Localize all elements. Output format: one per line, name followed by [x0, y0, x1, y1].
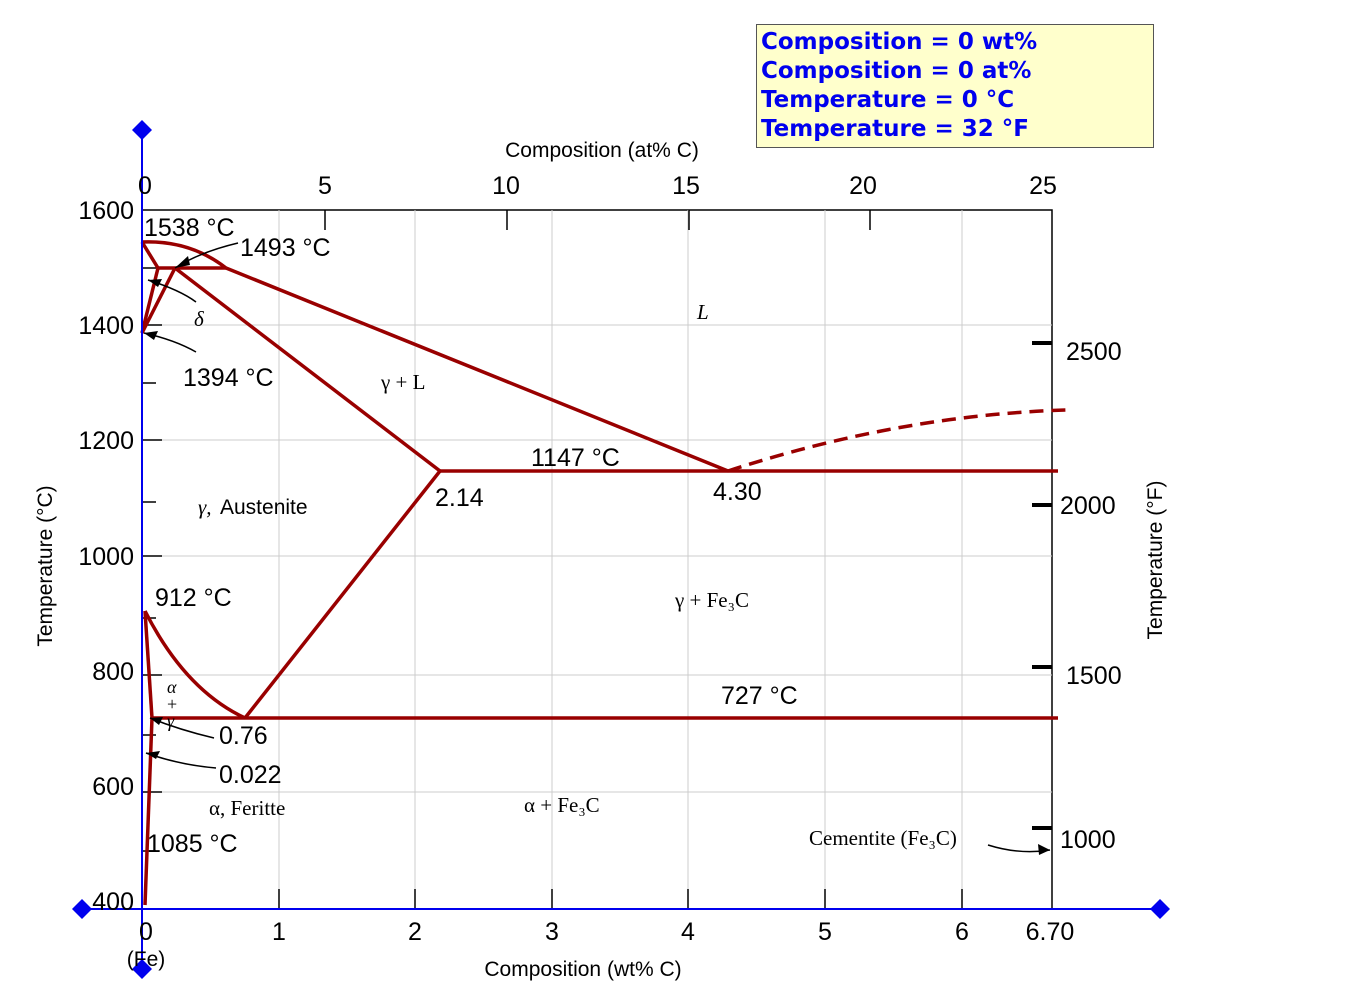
top-tick-labels: 0 5 10 15 20 25 [138, 172, 1057, 200]
tick-label: 3 [545, 918, 559, 946]
readout-temperature-f: Temperature = 32 °F [761, 116, 1029, 142]
region-gamma-liquid: γ + L [380, 370, 425, 394]
label-1538: 1538 °C [144, 214, 235, 242]
tick-label: 1000 [1060, 826, 1116, 854]
cementite-liquidus-dashed [727, 408, 1067, 473]
region-alpha-gamma-alpha: α [167, 677, 177, 697]
delta-gamma-left [140, 267, 160, 334]
axis-ticks [142, 210, 963, 909]
tick-label: 25 [1029, 172, 1057, 200]
label-0-76: 0.76 [219, 722, 268, 750]
cursor-handle-top[interactable] [132, 120, 152, 140]
tick-label: 1000 [78, 543, 134, 571]
arrow-heads [144, 256, 1050, 855]
label-912: 912 °C [155, 584, 232, 612]
readout-panel: Composition = 0 wt% Composition = 0 at% … [756, 24, 1154, 148]
tick-label: 10 [492, 172, 520, 200]
tick-label: 600 [92, 773, 134, 801]
region-alpha-gamma-gamma: γ [167, 711, 175, 731]
grid [142, 210, 1052, 909]
solvus-line [143, 717, 154, 906]
region-alpha-ferrite: α, Feritte [209, 796, 285, 820]
liquidus-gamma [225, 266, 729, 473]
label-1394: 1394 °C [183, 364, 274, 392]
top-axis-label: Composition (at% C) [505, 139, 699, 162]
tick-label: 5 [318, 172, 332, 200]
label-1493: 1493 °C [240, 234, 331, 262]
tick-label: 15 [672, 172, 700, 200]
alpha-gamma-boundary [143, 610, 154, 719]
tick-label: 2 [408, 918, 422, 946]
region-alpha-gamma-plus: + [167, 694, 177, 714]
cursor-crosshair[interactable] [72, 120, 1170, 979]
tick-label: 0 [138, 172, 152, 200]
tick-label: 5 [818, 918, 832, 946]
tick-label: 2500 [1066, 338, 1122, 366]
acm-line [243, 469, 442, 720]
label-1147: 1147 °C [531, 444, 620, 472]
a3-line [143, 610, 246, 720]
right-tick-labels: 1000 1500 2000 2500 [1060, 338, 1122, 854]
tick-label: 400 [92, 888, 134, 916]
left-axis-label: Temperature (°C) [34, 485, 57, 646]
region-cementite: Cementite (Fe₃C) [809, 826, 957, 850]
tick-label: 1600 [78, 197, 134, 225]
label-727: 727 °C [721, 682, 798, 710]
cursor-handle-left[interactable] [72, 899, 92, 919]
liquidus-delta [141, 240, 228, 270]
region-austenite: Austenite [220, 496, 308, 519]
label-0-022: 0.022 [219, 761, 282, 789]
tick-label: 20 [849, 172, 877, 200]
left-tick-labels: 400 600 800 1000 1200 1400 1600 [78, 197, 134, 916]
region-alpha-fe3c: α + Fe₃C [524, 793, 600, 817]
tick-label: 6 [955, 918, 969, 946]
delta-gamma-right [140, 267, 177, 334]
label-1085: 1085 °C [147, 830, 238, 858]
tick-label: 0 [139, 918, 153, 946]
bottom-axis-label: Composition (wt% C) [484, 958, 681, 981]
fe-label: (Fe) [127, 948, 166, 971]
region-liquid: L [696, 300, 709, 324]
tick-label: 1200 [78, 427, 134, 455]
region-gamma-fe3c: γ + Fe₃C [674, 588, 749, 612]
delta-solidus [140, 241, 160, 269]
tick-label: 6.70 [1026, 918, 1075, 946]
tick-label: 4 [681, 918, 695, 946]
cursor-handle-right[interactable] [1150, 899, 1170, 919]
readout-temperature-c: Temperature = 0 °C [761, 87, 1015, 113]
label-2-14: 2.14 [435, 484, 484, 512]
region-gamma-symbol: γ, [198, 495, 212, 519]
cursor-handle-bottom[interactable] [132, 959, 152, 979]
readout-composition-at: Composition = 0 at% [761, 58, 1032, 84]
region-delta: δ [194, 307, 205, 331]
bottom-tick-labels: 0 1 2 3 4 5 6 6.70 [139, 918, 1074, 946]
phase-boundaries [140, 240, 1067, 906]
solidus-gamma [173, 266, 442, 473]
tick-label: 800 [92, 658, 134, 686]
tick-label: 2000 [1060, 492, 1116, 520]
fahrenheit-ticks [1032, 341, 1052, 830]
tick-label: 1400 [78, 312, 134, 340]
right-axis-label: Temperature (°F) [1144, 481, 1167, 640]
tick-label: 1500 [1066, 662, 1122, 690]
tick-label: 1 [272, 918, 286, 946]
readout-composition-wt: Composition = 0 wt% [761, 29, 1038, 55]
label-4-30: 4.30 [713, 478, 762, 506]
